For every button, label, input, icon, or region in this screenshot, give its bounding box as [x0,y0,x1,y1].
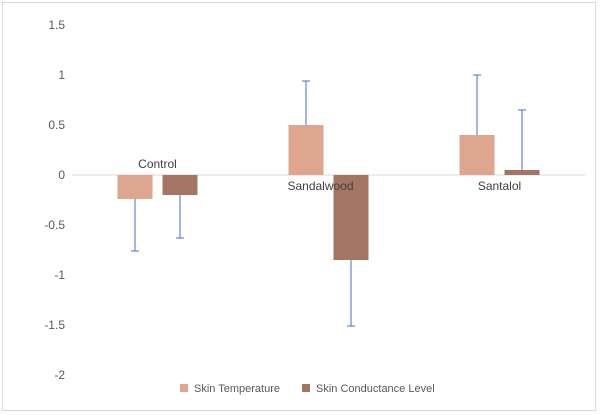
bar-skin-temperature-control [117,175,153,199]
y-tick-label: 1 [58,68,65,82]
legend-swatch [180,384,188,392]
legend-label: Skin Temperature [194,383,280,395]
legend-swatch [302,384,311,392]
bar-skin-conductance-santalol [504,170,540,175]
bars [117,125,540,260]
legend-label: Skin Conductance Level [316,383,435,395]
y-tick-label: -1 [54,268,65,282]
category-labels: Control Sandalwood Santalol [138,157,521,193]
bar-skin-conductance-control [162,175,198,195]
y-tick-label: -0.5 [44,218,65,232]
y-tick-label: -1.5 [44,318,65,332]
legend: Skin Temperature Skin Conductance Level [180,383,435,395]
y-tick-label: 0.5 [48,118,65,132]
category-label: Control [138,157,177,171]
y-tick-label: 0 [58,168,65,182]
bar-skin-conductance-sandalwood [333,175,369,260]
chart-frame [2,2,596,411]
error-bars [131,74,526,327]
y-axis-ticks: 1.5 1 0.5 0 -0.5 -1 -1.5 -2 [44,18,65,382]
bar-skin-temperature-santalol [459,135,495,175]
bar-skin-temperature-sandalwood [288,125,324,175]
y-tick-label: 1.5 [48,18,65,32]
category-label: Santalol [478,179,521,193]
category-label: Sandalwood [287,179,353,193]
y-tick-label: -2 [54,368,65,382]
